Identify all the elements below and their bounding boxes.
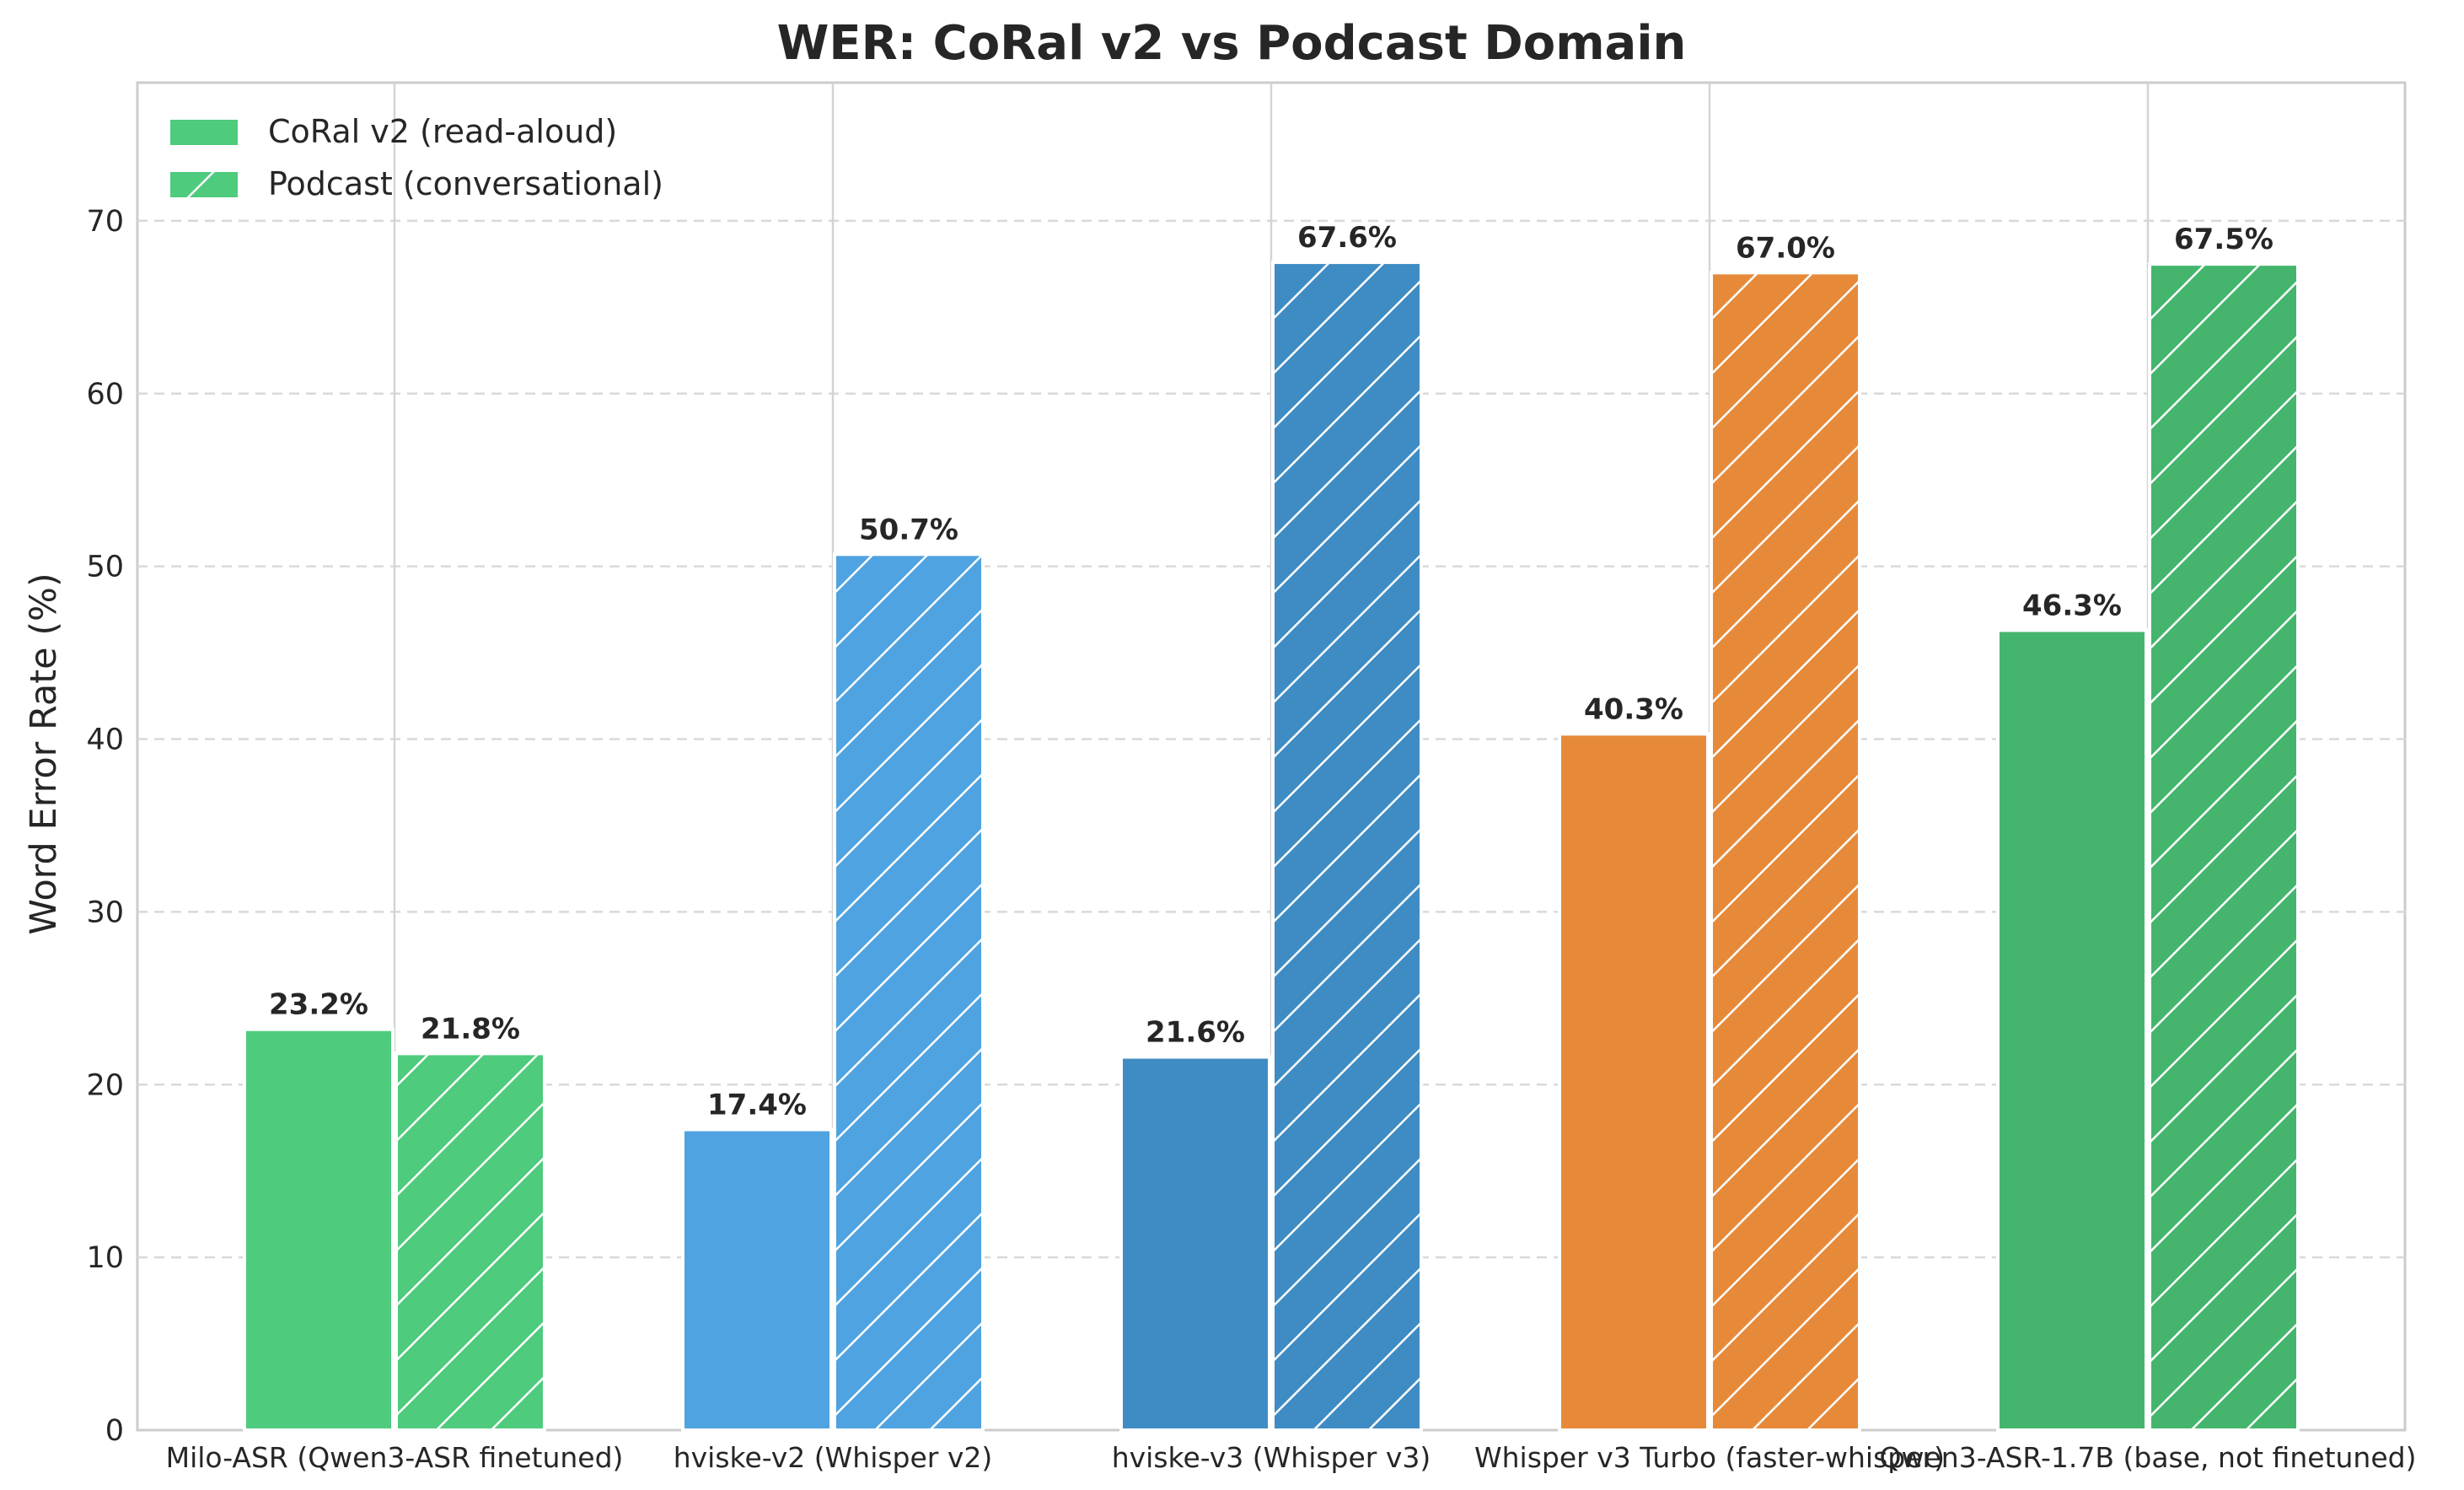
bar-hatch <box>396 1053 545 1430</box>
legend-label-podcast: Podcast (conversational) <box>268 165 663 202</box>
y-tick-label: 10 <box>86 1241 124 1275</box>
y-axis-ticks: 0 10 20 30 40 50 60 70 <box>86 205 124 1448</box>
y-tick-label: 50 <box>86 551 124 584</box>
x-tick-label: Qwen3-ASR-1.7B (base, not finetuned) <box>1880 1441 2417 1474</box>
bar <box>1119 1055 1271 1432</box>
bar <box>1996 628 2148 1432</box>
bar-hatch <box>835 554 983 1430</box>
y-axis-label: Word Error Rate (%) <box>23 573 65 934</box>
data-label: 50.7% <box>859 513 958 546</box>
legend-swatch-coral <box>170 120 238 145</box>
bar <box>681 1127 833 1432</box>
x-tick-label: hviske-v3 (Whisper v3) <box>1112 1441 1431 1474</box>
legend: CoRal v2 (read-aloud) Podcast (conversat… <box>170 113 663 202</box>
data-label: 67.6% <box>1297 221 1397 255</box>
y-tick-label: 30 <box>86 896 124 929</box>
x-tick-label: hviske-v2 (Whisper v2) <box>674 1441 993 1474</box>
bar-hatch <box>1273 262 1421 1431</box>
bar <box>1558 732 1710 1432</box>
x-tick-label: Whisper v3 Turbo (faster-whisper) <box>1474 1441 1945 1474</box>
legend-swatch-podcast-hatch <box>170 172 238 197</box>
y-tick-label: 20 <box>86 1068 124 1102</box>
data-label: 21.6% <box>1146 1015 1245 1049</box>
data-label: 21.8% <box>421 1012 520 1046</box>
y-tick-label: 60 <box>86 378 124 411</box>
y-tick-label: 40 <box>86 723 124 757</box>
bar-hatch <box>2150 264 2298 1431</box>
y-tick-label: 0 <box>105 1414 124 1448</box>
x-tick-label: Milo-ASR (Qwen3-ASR finetuned) <box>166 1441 624 1474</box>
chart-title: WER: CoRal v2 vs Podcast Domain <box>777 16 1687 71</box>
data-label: 46.3% <box>2022 589 2122 622</box>
bar-hatch <box>1711 272 1860 1430</box>
data-label: 67.0% <box>1736 231 1835 265</box>
bars <box>243 261 2300 1433</box>
x-axis-ticks: Milo-ASR (Qwen3-ASR finetuned) hviske-v2 … <box>166 1441 2417 1474</box>
data-labels: 23.2% 21.8% 17.4% 50.7% 21.6% 67.6% 40.3% 67.0%… <box>269 221 2273 1122</box>
data-label: 67.5% <box>2174 223 2273 256</box>
y-tick-label: 70 <box>86 205 124 239</box>
data-label: 23.2% <box>269 988 368 1022</box>
legend-label-coral: CoRal v2 (read-aloud) <box>268 113 617 150</box>
data-label: 40.3% <box>1584 692 1683 726</box>
bar <box>243 1027 395 1432</box>
data-label: 17.4% <box>707 1089 807 1122</box>
